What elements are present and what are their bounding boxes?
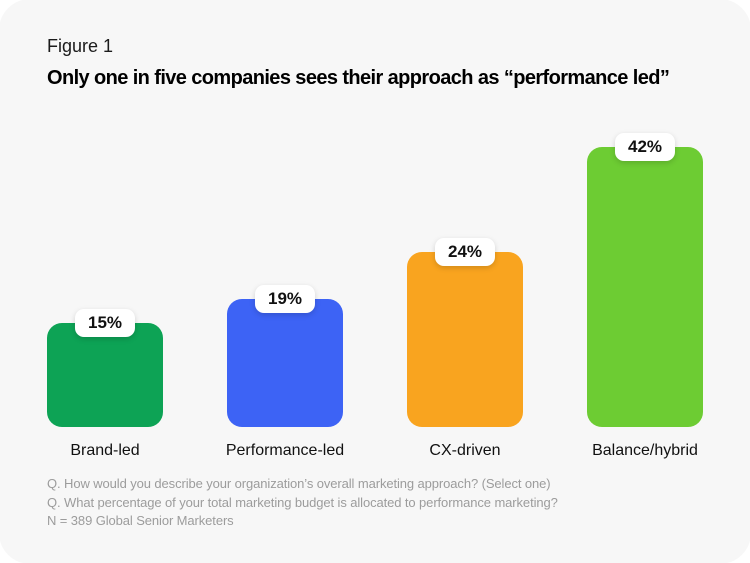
category-label-cx-driven: CX-driven <box>429 441 501 459</box>
footnote-question-2: Q. What percentage of your total marketi… <box>47 494 558 510</box>
footnotes: Q. How would you describe your organizat… <box>0 460 750 532</box>
category-label-performance-led: Performance-led <box>225 441 345 459</box>
value-badge-balance-hybrid: 42% <box>614 132 676 161</box>
chart-title: Only one in five companies sees their ap… <box>47 66 670 89</box>
value-badge-cx-driven: 24% <box>434 237 496 266</box>
figure-header: Figure 1 Only one in five companies sees… <box>0 0 750 90</box>
category-label-brand-led: Brand-led <box>70 441 140 459</box>
category-label-balance-hybrid: Balance/hybrid <box>592 441 698 459</box>
value-badge-brand-led: 15% <box>74 308 136 337</box>
bar-brand-led: 15% <box>47 308 163 427</box>
footnote-question-1: Q. How would you describe your organizat… <box>47 475 551 491</box>
value-badge-performance-led: 19% <box>254 284 316 313</box>
bar-chart: 15% 19% 24% 42% <box>0 132 750 427</box>
figure-label: Figure 1 <box>47 36 114 56</box>
bar-cx-driven: 24% <box>407 237 523 427</box>
bar-balance-hybrid: 42% <box>587 132 703 427</box>
bar-performance-led: 19% <box>227 284 343 427</box>
footnote-sample-size: N = 389 Global Senior Marketers <box>47 513 234 529</box>
category-labels: Brand-led Performance-led CX-driven Bala… <box>0 441 750 460</box>
